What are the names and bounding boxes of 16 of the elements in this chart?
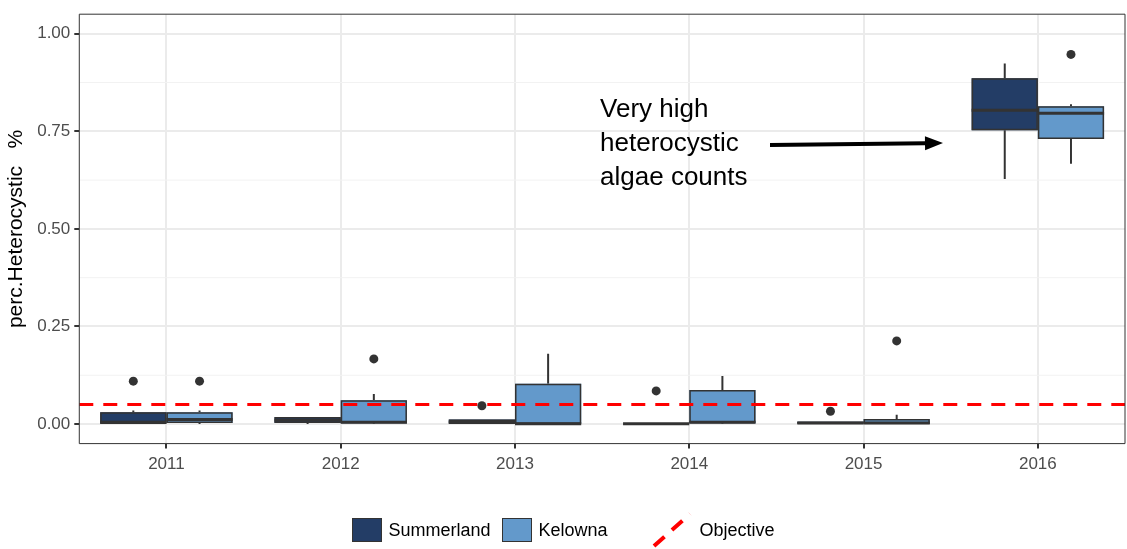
y-tick-label: 0.25 <box>37 316 71 336</box>
y-tick-label: 0.75 <box>37 121 71 140</box>
y-tick-label: 1.00 <box>37 23 71 43</box>
x-tick-label: 2013 <box>496 454 534 474</box>
annotation: Very high heterocystic algae counts <box>600 92 749 194</box>
y-tick-label: 0.50 <box>37 218 71 238</box>
x-tick-label: 2012 <box>321 454 360 474</box>
legend-label: Summerland <box>388 519 491 541</box>
x-tick-label: 2014 <box>670 454 709 474</box>
legend-label: Objective <box>699 519 775 541</box>
x-tick-label: 2016 <box>1018 454 1057 474</box>
x-tick-label: 2011 <box>148 454 185 474</box>
y-axis-title: perc.Heterocystic % <box>3 129 27 329</box>
x-tick-label: 2015 <box>844 454 883 474</box>
legend-label: Kelowna <box>538 519 608 541</box>
y-tick-label: 0.00 <box>37 413 71 433</box>
